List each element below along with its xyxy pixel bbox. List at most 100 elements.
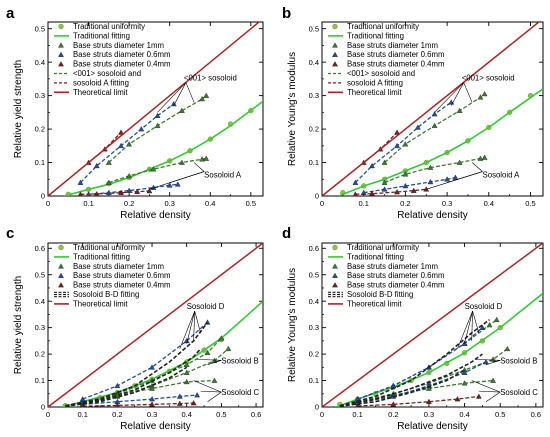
series-traditional-fitting	[63, 100, 263, 196]
annotation-pointer	[173, 82, 187, 106]
data-point	[394, 142, 400, 149]
annotation-pointer	[193, 311, 196, 341]
data-point	[126, 173, 132, 179]
legend-item: sosoloid A fitting	[328, 78, 403, 87]
legend-marker	[58, 244, 64, 251]
y-tick-label: 0.1	[35, 376, 45, 385]
series-base-struts-diameter-0-6mm	[352, 99, 455, 185]
annotation-pointer	[149, 171, 205, 190]
data-point	[481, 91, 488, 97]
x-tick-label: 0.6	[251, 410, 261, 419]
data-point	[194, 392, 200, 398]
data-point	[410, 187, 417, 193]
data-point	[381, 159, 388, 165]
series-base-struts-diameter-1mm	[105, 155, 210, 185]
chart-panel-d: d 0 0.1 0.2 0.3 0.4 0.5 0.6 0 0.1 0.2 0.3 0.4 0.5 0.6 R…	[282, 225, 544, 432]
series-line	[322, 243, 543, 407]
legend-marker	[58, 282, 64, 288]
annotations: Sosoloid D Sosoloid B Sosoloid C	[179, 302, 259, 402]
series-line	[80, 190, 150, 195]
series-line	[354, 101, 452, 184]
y-axis-title: Relative yield strength	[13, 60, 24, 158]
x-tick-label: 0.5	[495, 410, 505, 419]
legend-item: Traditional uniformity	[332, 243, 419, 252]
data-point	[218, 335, 225, 341]
data-point	[190, 400, 197, 406]
data-point	[179, 107, 185, 113]
x-tick-label: 0.1	[358, 199, 368, 208]
data-point	[79, 396, 86, 402]
x-tick-label: 0.3	[424, 410, 434, 419]
data-point	[176, 400, 183, 406]
y-tick-label: 0.5	[35, 24, 45, 33]
plot-frame	[321, 21, 544, 197]
data-point	[394, 189, 400, 195]
series-line	[80, 103, 175, 184]
legend-item: Theoretical limit	[328, 299, 402, 308]
y-tick-label: 0.3	[309, 91, 319, 100]
annotation-pointer	[207, 391, 222, 402]
legend-label: sosoloid A fitting	[73, 78, 129, 87]
series-base-struts-diameter-0-6mm	[79, 392, 200, 407]
data-point	[114, 382, 121, 389]
legend-item: Base struts diameter 0.4mm	[58, 60, 171, 69]
data-point	[390, 401, 397, 407]
annotation-pointer	[186, 311, 196, 344]
x-tick-label: 0	[320, 199, 324, 208]
series-theoretical-limit	[322, 243, 543, 407]
y-tick-label: 0	[315, 192, 319, 201]
x-tick-label: 0.1	[352, 410, 362, 419]
x-tick-label: 0.1	[83, 199, 93, 208]
panel-letter: b	[282, 5, 291, 22]
legend-marker	[58, 263, 64, 269]
legend-label: Base struts diameter 0.6mm	[73, 271, 171, 280]
series-line	[357, 327, 483, 400]
legend-item: Traditional fitting	[328, 252, 404, 261]
series-sosoloid-b-d-fitting	[65, 348, 202, 407]
x-tick-label: 0.3	[147, 410, 157, 419]
series-line	[63, 100, 263, 196]
x-tick-label: 0	[46, 199, 50, 208]
y-tick-label: 0.6	[35, 244, 45, 253]
plot-frame	[47, 242, 264, 408]
annotation-label: Sosoloid D	[187, 302, 225, 311]
data-point	[138, 126, 145, 132]
annotations: <001> sosoloid Sosoloid A	[426, 74, 520, 190]
data-point	[199, 156, 206, 162]
series-line	[339, 319, 490, 407]
y-tick-label: 0.3	[35, 91, 45, 100]
y-tick-label: 0.6	[309, 244, 319, 253]
y-tick-label: 0	[315, 403, 319, 412]
annotation-pointer	[457, 311, 473, 349]
series-traditional-fitting	[338, 88, 543, 196]
data-point	[118, 189, 124, 195]
data-point	[118, 129, 124, 135]
y-tick-label: 0.3	[309, 323, 319, 332]
annotation-pointer	[450, 82, 464, 106]
data-point	[426, 385, 432, 391]
x-tick-label: 0	[46, 410, 50, 419]
legend-label: Traditional uniformity	[73, 22, 145, 31]
data-point	[402, 141, 409, 147]
data-point	[483, 359, 489, 365]
legend-item: Traditional uniformity	[332, 22, 419, 31]
legend-marker	[58, 23, 64, 30]
data-point	[481, 154, 488, 160]
legend-label: Sosoloid B-D fitting	[73, 290, 139, 299]
annotation-pointer	[194, 311, 201, 334]
series-line	[82, 337, 222, 403]
x-tick-label: 0.5	[525, 199, 535, 208]
legend-label: Traditional uniformity	[347, 243, 419, 252]
data-point	[105, 179, 112, 185]
legend-label: <001> sosoloid and	[73, 69, 141, 78]
legend-label: Traditional fitting	[73, 31, 130, 40]
annotation-pointer	[463, 82, 473, 103]
chart-panel-c: c 0 0.1 0.2 0.3 0.4 0.5 0.6 0 0.1 0.2 0.3 0.4 0.5 0.6 R…	[6, 225, 264, 432]
annotation-pointer	[214, 360, 222, 363]
data-point	[431, 111, 438, 117]
series-line	[65, 321, 209, 407]
annotation-pointer	[157, 82, 187, 113]
x-tick-label: 0.4	[205, 199, 215, 208]
annotation-label: Sosoloid C	[500, 388, 538, 397]
annotation-pointer	[485, 391, 501, 402]
